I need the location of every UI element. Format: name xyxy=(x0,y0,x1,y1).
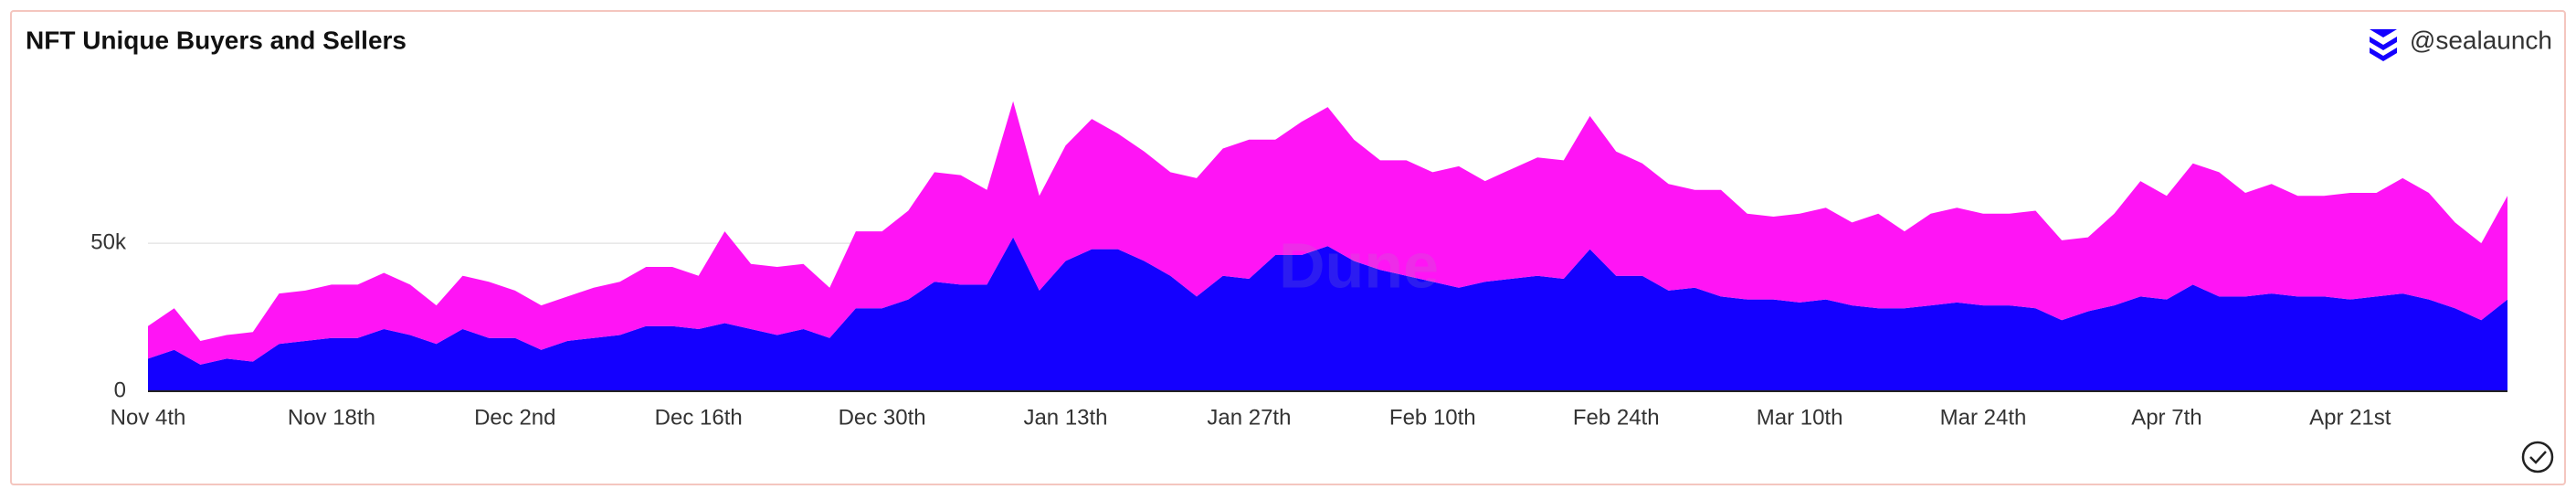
x-tick-label: Apr 21st xyxy=(2309,405,2391,430)
area xyxy=(148,101,2507,365)
x-tick-label: Jan 13th xyxy=(1023,405,1107,430)
x-tick-label: Feb 10th xyxy=(1389,405,1476,430)
watermark: Dune xyxy=(1279,229,1439,301)
x-tick-label: Dec 2nd xyxy=(474,405,555,430)
chart-title: NFT Unique Buyers and Sellers xyxy=(26,26,406,54)
x-tick-label: Jan 27th xyxy=(1207,405,1291,430)
y-tick-label: 0 xyxy=(114,378,126,402)
attribution: @sealaunch xyxy=(2410,26,2552,54)
status-check xyxy=(2529,451,2547,464)
x-tick-label: Dec 16th xyxy=(655,405,743,430)
status-icon[interactable] xyxy=(2521,441,2554,473)
x-tick-label: Mar 10th xyxy=(1757,405,1843,430)
x-tick-label: Feb 24th xyxy=(1573,405,1660,430)
x-tick-label: Mar 24th xyxy=(1940,405,2027,430)
x-tick-label: Dec 30th xyxy=(839,405,926,430)
area xyxy=(148,237,2507,391)
logo xyxy=(2370,29,2397,61)
x-tick-label: Nov 4th xyxy=(111,405,186,430)
x-tick-label: Apr 7th xyxy=(2131,405,2201,430)
x-tick-label: Nov 18th xyxy=(288,405,375,430)
y-tick-label: 50k xyxy=(90,229,127,254)
